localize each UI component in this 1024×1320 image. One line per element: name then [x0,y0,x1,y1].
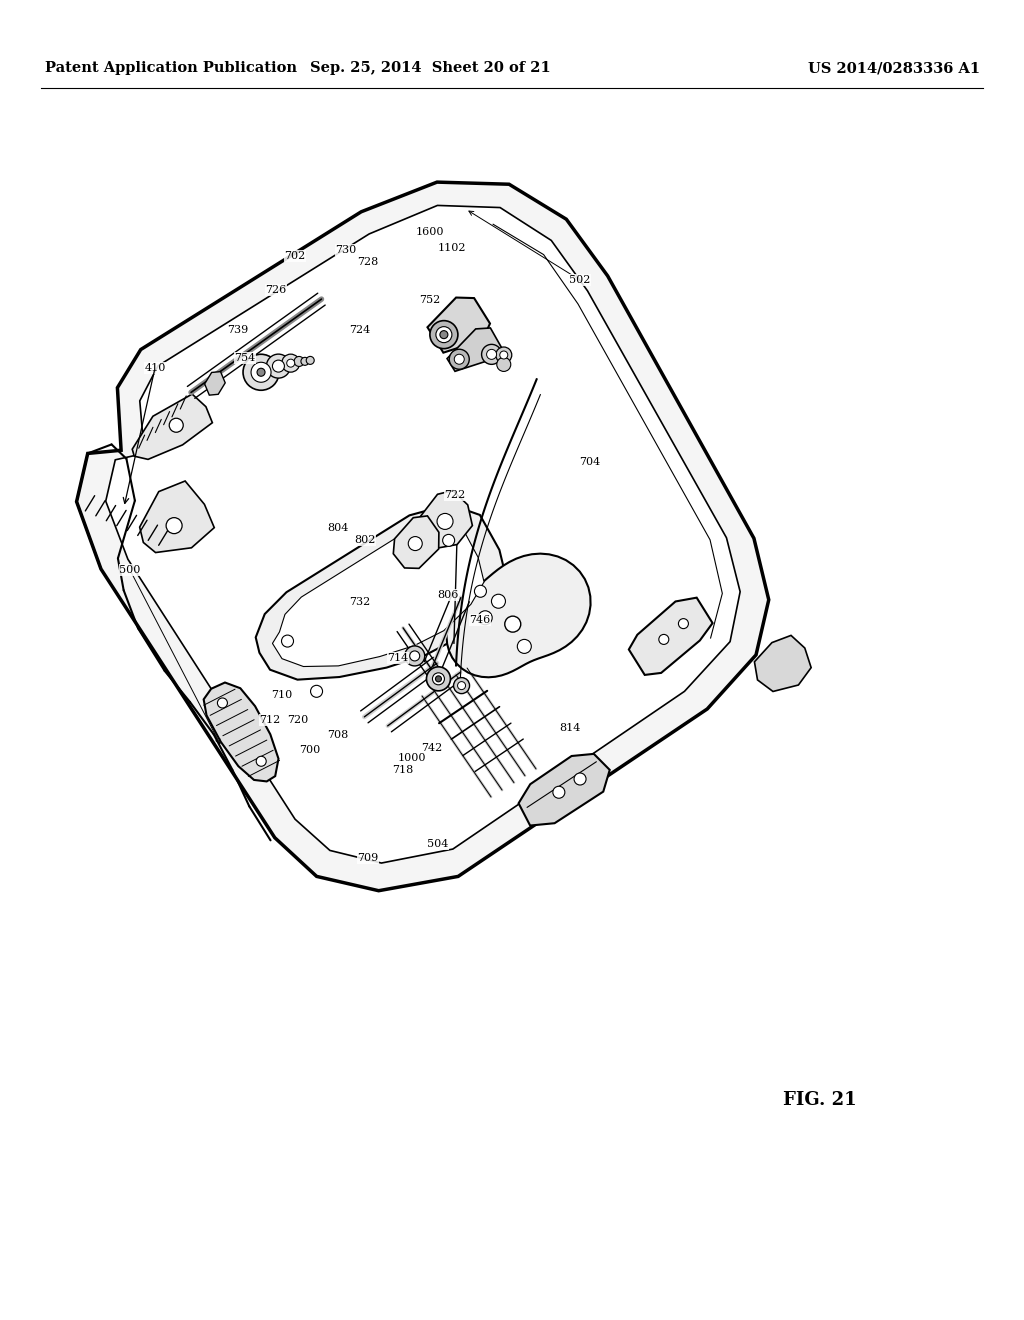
Circle shape [474,585,486,597]
Polygon shape [447,327,502,371]
Text: 714: 714 [387,653,409,663]
Text: 742: 742 [421,743,442,752]
Text: 502: 502 [569,275,591,285]
Text: 1102: 1102 [437,243,466,253]
Text: 732: 732 [349,597,371,607]
Text: FIG. 21: FIG. 21 [783,1092,857,1109]
Polygon shape [204,682,279,781]
Circle shape [287,359,295,367]
Circle shape [217,698,227,708]
Text: 718: 718 [392,766,414,775]
Circle shape [492,594,506,609]
Circle shape [256,756,266,767]
Circle shape [272,360,285,372]
Polygon shape [256,504,507,680]
Text: 726: 726 [265,285,287,294]
Polygon shape [446,553,591,677]
Circle shape [301,358,309,366]
Circle shape [166,517,182,533]
Text: 1600: 1600 [416,227,444,238]
Circle shape [442,535,455,546]
Text: 709: 709 [357,853,379,863]
Circle shape [450,350,469,370]
Circle shape [481,345,502,364]
Polygon shape [629,598,713,675]
Text: 410: 410 [144,363,166,374]
Circle shape [282,635,294,647]
Circle shape [435,676,441,682]
Circle shape [310,685,323,697]
Circle shape [500,351,508,359]
Circle shape [432,673,444,685]
Polygon shape [518,754,609,825]
Circle shape [436,326,452,343]
Polygon shape [77,182,769,891]
Text: 814: 814 [559,723,581,733]
Text: 712: 712 [259,715,281,725]
Polygon shape [105,206,740,863]
Circle shape [306,356,314,364]
Circle shape [282,354,300,372]
Text: Patent Application Publication: Patent Application Publication [45,61,297,75]
Circle shape [486,350,497,359]
Text: US 2014/0283336 A1: US 2014/0283336 A1 [808,61,980,75]
Text: 708: 708 [328,730,348,741]
Text: 500: 500 [120,565,140,576]
Circle shape [430,321,458,348]
Circle shape [497,358,511,371]
Circle shape [658,635,669,644]
Circle shape [294,356,304,367]
Text: 730: 730 [336,246,356,255]
Polygon shape [272,523,484,667]
Polygon shape [420,491,472,548]
Text: 720: 720 [288,715,308,725]
Text: 704: 704 [580,457,601,467]
Circle shape [455,354,464,364]
Circle shape [169,418,183,432]
Circle shape [243,354,279,391]
Text: 1000: 1000 [397,752,426,763]
Circle shape [404,645,425,665]
Circle shape [553,787,565,799]
Circle shape [410,651,420,661]
Circle shape [454,677,470,693]
Polygon shape [427,297,490,352]
Text: 739: 739 [227,325,249,335]
Circle shape [679,619,688,628]
Polygon shape [205,372,225,395]
Text: Sep. 25, 2014  Sheet 20 of 21: Sep. 25, 2014 Sheet 20 of 21 [309,61,550,75]
Text: 728: 728 [357,257,379,267]
Polygon shape [132,395,212,459]
Text: 724: 724 [349,325,371,335]
Text: 700: 700 [299,744,321,755]
Circle shape [257,368,265,376]
Circle shape [440,330,447,339]
Text: 802: 802 [354,535,376,545]
Text: 504: 504 [427,840,449,849]
Circle shape [251,362,271,383]
Text: 702: 702 [285,251,305,261]
Polygon shape [139,480,214,553]
Circle shape [496,347,512,363]
Circle shape [437,513,453,529]
Circle shape [505,616,521,632]
Circle shape [478,611,493,624]
Polygon shape [393,516,439,569]
Polygon shape [755,635,811,692]
Text: 746: 746 [469,615,490,624]
Circle shape [266,354,291,378]
Text: 710: 710 [271,690,293,700]
Circle shape [574,774,586,785]
Text: 804: 804 [328,523,349,533]
Text: 722: 722 [444,490,466,500]
Circle shape [426,667,451,690]
Text: 752: 752 [420,294,440,305]
Circle shape [458,681,466,689]
Text: 754: 754 [234,352,256,363]
Circle shape [517,639,531,653]
Circle shape [409,536,422,550]
Text: 806: 806 [437,590,459,601]
